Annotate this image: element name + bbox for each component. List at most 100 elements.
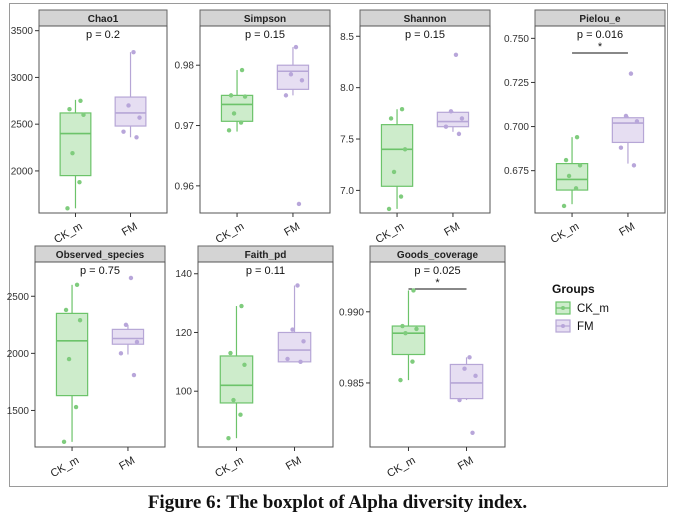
legend-key-point — [561, 306, 565, 310]
p-value: p = 0.15 — [245, 29, 285, 41]
box-iqr — [277, 331, 312, 363]
data-point — [391, 169, 397, 175]
data-point — [618, 145, 624, 150]
legend-item-ck_m: CK_m — [555, 301, 609, 315]
y-tick-label: 2500 — [7, 292, 30, 303]
data-point — [293, 44, 299, 50]
data-point — [131, 372, 137, 378]
box-iqr — [449, 363, 484, 400]
data-point — [74, 282, 80, 288]
box-ck_m — [59, 98, 92, 211]
data-point — [77, 318, 83, 323]
data-point — [403, 330, 408, 336]
x-tick-label: FM — [456, 454, 476, 472]
data-point — [566, 173, 572, 179]
data-point — [574, 134, 580, 140]
panel-observed_species: Observed_species 1500 2000 2500 p = 0.75 CK_m… — [7, 245, 166, 480]
y-tick-label: 0.750 — [504, 34, 529, 45]
data-point — [398, 377, 403, 383]
data-point — [443, 124, 449, 129]
data-point — [118, 351, 124, 356]
data-point — [81, 112, 86, 118]
legend: Groups CK_m FM — [552, 282, 609, 333]
y-tick-label: 3500 — [11, 26, 34, 37]
data-point — [448, 109, 454, 114]
p-value: p = 0.2 — [86, 29, 120, 41]
data-point — [411, 288, 416, 293]
data-point — [470, 430, 475, 435]
data-point — [459, 116, 465, 121]
x-tick-label: CK_m — [213, 454, 245, 480]
significance-mark: * — [435, 277, 440, 289]
data-point — [296, 201, 302, 207]
data-point — [473, 373, 478, 379]
x-tick-label: FM — [282, 220, 302, 238]
panel-title: Shannon — [404, 14, 447, 25]
data-point — [298, 359, 303, 365]
x-tick-label: CK_m — [52, 220, 84, 246]
box-iqr — [276, 64, 310, 90]
p-value: p = 0.15 — [405, 29, 445, 41]
box-iqr — [114, 96, 147, 127]
x-tick-label: FM — [117, 454, 137, 472]
legend-key-point — [561, 324, 565, 328]
data-point — [226, 435, 231, 441]
panel-title: Observed_species — [56, 250, 145, 261]
p-value: p = 0.016 — [577, 29, 623, 41]
box-fm — [276, 44, 310, 207]
box-fm — [436, 52, 470, 137]
data-point — [290, 327, 295, 332]
legend-item-fm: FM — [555, 319, 594, 333]
data-point — [453, 52, 459, 57]
panel-faith_pd: Faith_pd 100 120 140 p = 0.11 CK_m FM — [175, 245, 334, 480]
x-tick-label: CK_m — [49, 454, 81, 480]
data-point — [573, 186, 579, 191]
box-iqr — [555, 163, 589, 191]
data-point — [288, 72, 294, 77]
data-point — [231, 111, 237, 116]
panel-goods_coverage: Goods_coverage 0.985 0.990 p = 0.025* CK_m FM — [339, 245, 506, 480]
data-point — [238, 412, 243, 417]
box-iqr — [436, 111, 470, 128]
panel-title: Chao1 — [88, 14, 119, 25]
data-point — [299, 78, 305, 83]
p-value: p = 0.025 — [414, 265, 460, 277]
data-point — [456, 131, 462, 137]
data-point — [301, 339, 306, 344]
y-tick-label: 140 — [175, 269, 192, 280]
box-ck_m — [391, 288, 426, 383]
box-ck_m — [219, 303, 254, 441]
box-ck_m — [380, 107, 414, 212]
panel-title: Pielou_e — [579, 14, 621, 25]
data-point — [400, 323, 405, 329]
data-point — [242, 94, 248, 99]
y-tick-label: 8.0 — [340, 83, 354, 94]
data-point — [73, 404, 79, 410]
y-tick-label: 2000 — [7, 349, 30, 360]
data-point — [386, 206, 392, 212]
box-iqr — [220, 94, 254, 122]
box-iqr — [59, 112, 92, 177]
y-tick-label: 0.675 — [504, 166, 529, 177]
data-point — [410, 359, 415, 364]
box-ck_m — [55, 282, 89, 445]
significance-mark: * — [598, 41, 603, 53]
data-point — [563, 157, 569, 163]
box-fm — [111, 275, 145, 378]
panel-title: Faith_pd — [245, 250, 287, 261]
panel-shannon: Shannon 7.0 7.5 8.0 8.5 p = 0.15 CK_m FM — [340, 9, 491, 246]
data-point — [67, 107, 72, 112]
data-point — [623, 113, 629, 119]
data-point — [462, 366, 467, 371]
panel-area — [34, 261, 166, 448]
box-ck_m — [220, 67, 254, 133]
data-point — [398, 194, 404, 199]
panel-pielou_e: Pielou_e 0.675 0.700 0.725 0.750 p = 0.016* CK… — [504, 9, 666, 246]
data-point — [561, 203, 567, 209]
data-point — [63, 307, 69, 313]
panel-area — [38, 25, 168, 214]
data-point — [134, 135, 139, 140]
data-point — [242, 362, 247, 367]
data-point — [137, 115, 142, 120]
